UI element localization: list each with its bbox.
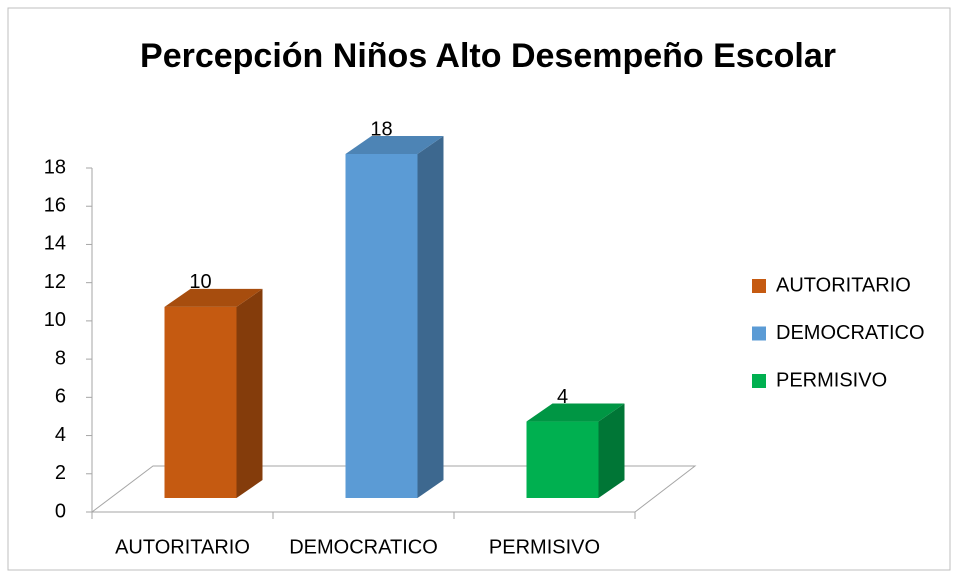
bar bbox=[345, 154, 418, 498]
bar-side bbox=[417, 136, 444, 498]
bar-side bbox=[598, 403, 625, 498]
chart-title: Percepción Niños Alto Desempeño Escolar bbox=[140, 37, 836, 75]
y-tick-label: 2 bbox=[55, 462, 66, 484]
legend-label: DEMOCRATICO bbox=[776, 322, 925, 344]
data-label: 4 bbox=[557, 386, 568, 408]
y-tick-label: 6 bbox=[55, 386, 66, 408]
y-tick-label: 12 bbox=[44, 271, 66, 293]
legend-swatch bbox=[752, 374, 766, 388]
x-tick-label: PERMISIVO bbox=[489, 536, 600, 558]
y-tick-label: 18 bbox=[44, 156, 66, 178]
y-tick-label: 14 bbox=[44, 233, 66, 255]
legend-swatch bbox=[752, 279, 766, 293]
y-tick-label: 4 bbox=[55, 424, 66, 446]
legend-label: AUTORITARIO bbox=[776, 274, 911, 296]
bar-top bbox=[164, 288, 263, 307]
x-tick-label: DEMOCRATICO bbox=[289, 536, 438, 558]
y-tick-label: 10 bbox=[44, 309, 66, 331]
data-label: 10 bbox=[189, 271, 211, 293]
legend-label: PERMISIVO bbox=[776, 369, 887, 391]
bar-side bbox=[236, 288, 263, 498]
bar-top bbox=[345, 136, 444, 154]
x-tick-label: AUTORITARIO bbox=[115, 536, 250, 558]
y-tick-label: 8 bbox=[55, 347, 66, 369]
y-tick-label: 0 bbox=[55, 500, 66, 522]
data-label: 18 bbox=[370, 118, 392, 140]
bar bbox=[164, 306, 237, 498]
legend-swatch bbox=[752, 326, 766, 341]
bar-top bbox=[526, 403, 625, 422]
y-tick-label: 16 bbox=[44, 195, 66, 217]
bar bbox=[526, 421, 599, 498]
